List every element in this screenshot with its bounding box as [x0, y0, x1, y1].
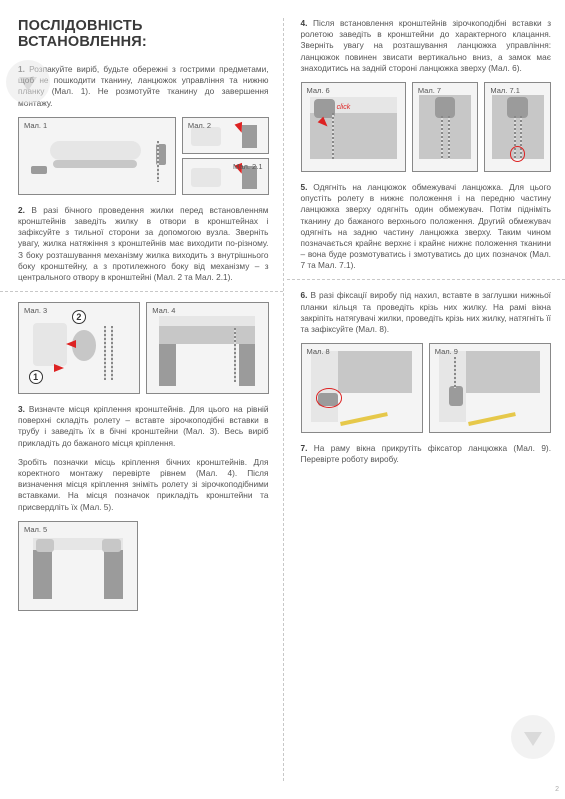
figure-7-1-art [485, 83, 550, 171]
figure-label-6: Мал. 6 [307, 86, 330, 95]
figure-label-9: Мал. 9 [435, 347, 458, 356]
step-number-7: 7. [301, 443, 308, 453]
paragraph-7: 7. На раму вікна прикрутіть фіксатор лан… [301, 443, 552, 465]
page-title: ПОСЛІДОВНІСТЬ ВСТАНОВЛЕННЯ: [18, 18, 269, 50]
page-number: 2 [555, 786, 559, 793]
step-number-4: 4. [301, 18, 308, 28]
figure-8: Мал. 8 [301, 343, 423, 433]
right-column: 4. Після встановлення кронштейнів зірочк… [283, 0, 565, 799]
left-column: ПОСЛІДОВНІСТЬ ВСТАНОВЛЕННЯ: 1. Розпакуйт… [0, 0, 283, 799]
step-text-4: Після встановлення кронштейнів зірочкопо… [301, 18, 552, 73]
step-text-3a: Визначте місця кріплення кронштейнів. Дл… [18, 404, 269, 448]
step-text-5: Одягніть на ланцюжок обмежувачі ланцюжка… [301, 182, 552, 270]
figure-7-1: Мал. 7.1 [484, 82, 551, 172]
figure-row-4: Мал. 6 click Мал. 7 [301, 82, 552, 172]
figure-label-8: Мал. 8 [307, 347, 330, 356]
paragraph-4: 4. Після встановлення кронштейнів зірочк… [301, 18, 552, 74]
figure-5: Мал. 5 [18, 521, 138, 611]
figure-row-1: Мал. 1 Мал. 2 [18, 117, 269, 195]
figure-7-art [413, 83, 478, 171]
figure-6-art: click [302, 83, 405, 171]
figure-1: Мал. 1 [18, 117, 176, 195]
figure-label-1: Мал. 1 [24, 121, 47, 130]
horizontal-divider-right [287, 279, 565, 280]
step-number-6: 6. [301, 290, 308, 300]
figure-label-5: Мал. 5 [24, 525, 47, 534]
step-text-7: На раму вікна прикрутіть фіксатор ланцюж… [301, 443, 552, 464]
figure-2-1: Мал. 2.1 [182, 158, 269, 195]
step-number-2: 2. [18, 205, 25, 215]
figure-label-2-1: Мал. 2.1 [233, 162, 262, 171]
step-text-3b: Зробіть позначки місць кріплення бічних … [18, 457, 269, 512]
paragraph-5: 5. Одягніть на ланцюжок обмежувачі ланцю… [301, 182, 552, 272]
figure-2: Мал. 2 [182, 117, 269, 154]
watermark-icon-2 [511, 715, 555, 759]
figure-row-5: Мал. 8 Мал. 9 [301, 343, 552, 433]
figure-4-art [147, 303, 267, 393]
figure-8-art [302, 344, 422, 432]
figure-label-3: Мал. 3 [24, 306, 47, 315]
step-number-5: 5. [301, 182, 308, 192]
paragraph-6: 6. В разі фіксації виробу під нахил, вст… [301, 290, 552, 335]
paragraph-3a: 3. Визначте місця кріплення кронштейнів.… [18, 404, 269, 449]
step-text-1: Розпакуйте виріб, будьте обережні з гост… [18, 64, 269, 108]
watermark-icon [6, 60, 50, 104]
figure-3: Мал. 3 1 2 [18, 302, 140, 394]
figure-6: Мал. 6 click [301, 82, 406, 172]
paragraph-1: 1. Розпакуйте виріб, будьте обережні з г… [18, 64, 269, 109]
step-number-3: 3. [18, 404, 25, 414]
paragraph-2: 2. В разі бічного проведення жилки перед… [18, 205, 269, 283]
page: ПОСЛІДОВНІСТЬ ВСТАНОВЛЕННЯ: 1. Розпакуйт… [0, 0, 565, 799]
figure-label-7-1: Мал. 7.1 [490, 86, 519, 95]
figure-4: Мал. 4 [146, 302, 268, 394]
figure-label-2: Мал. 2 [188, 121, 211, 130]
step-text-2: В разі бічного проведення жилки перед вс… [18, 205, 269, 282]
figure-row-2: Мал. 3 1 2 Мал. 4 [18, 302, 269, 394]
figure-label-4: Мал. 4 [152, 306, 175, 315]
figure-row-3: Мал. 5 [18, 521, 269, 611]
figure-5-art [19, 522, 137, 610]
figure-9: Мал. 9 [429, 343, 551, 433]
figure-3-art: 1 2 [19, 303, 139, 393]
step-text-6: В разі фіксації виробу під нахил, вставт… [301, 290, 552, 334]
figure-9-art [430, 344, 550, 432]
paragraph-3b: Зробіть позначки місць кріплення бічних … [18, 457, 269, 513]
click-label: click [337, 104, 351, 111]
figure-label-7: Мал. 7 [418, 86, 441, 95]
horizontal-divider-left [0, 291, 283, 292]
figure-7: Мал. 7 [412, 82, 479, 172]
